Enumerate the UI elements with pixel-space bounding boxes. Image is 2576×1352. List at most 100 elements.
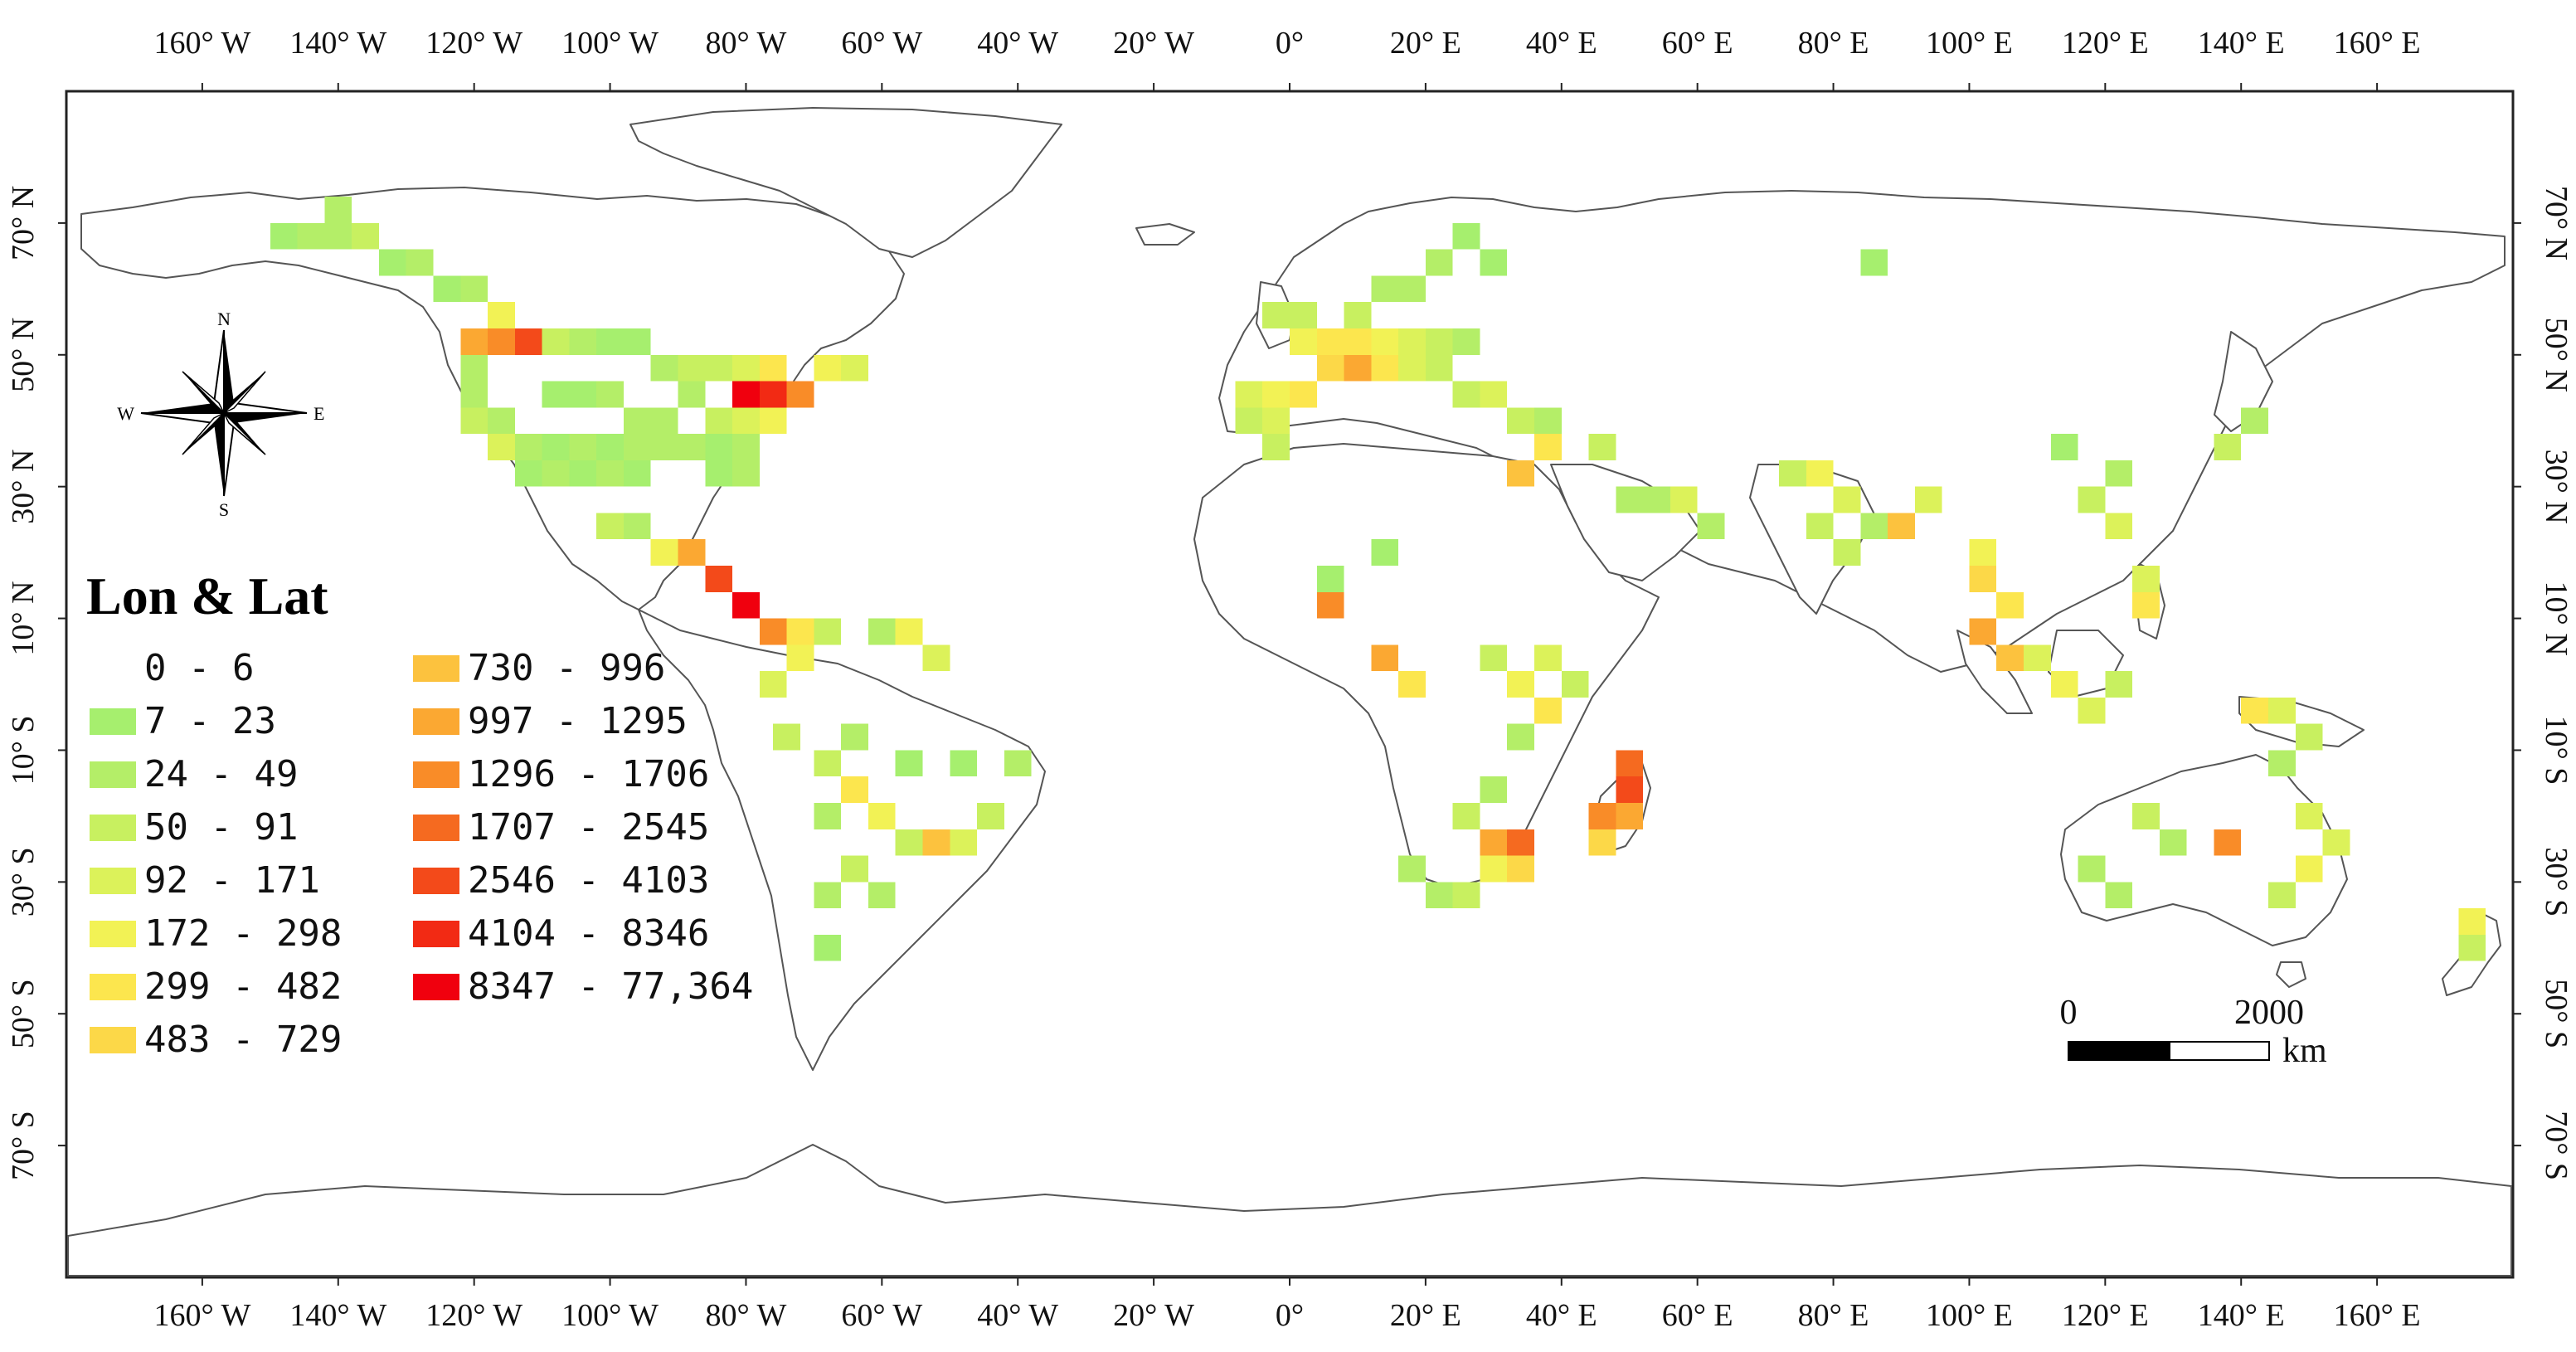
x-tick-label: 60° W xyxy=(841,26,922,61)
x-tick-label: 160° E xyxy=(2334,26,2421,61)
grid-cell xyxy=(1507,829,1534,856)
grid-cell xyxy=(922,829,950,856)
grid-cell xyxy=(2024,644,2051,672)
grid-cell xyxy=(1480,776,1508,803)
grid-cell xyxy=(1344,328,1372,355)
grid-cell xyxy=(2295,723,2323,751)
legend-swatch xyxy=(90,655,136,682)
grid-cell xyxy=(786,618,814,645)
grid-cell xyxy=(1670,486,1698,513)
grid-cell xyxy=(324,197,352,223)
grid-cell xyxy=(786,644,814,672)
scale-bar: 0 2000 km xyxy=(2060,994,2328,1070)
y-tick-label: 10° N xyxy=(6,581,41,655)
grid-cell xyxy=(460,354,488,382)
grid-cell xyxy=(1398,275,1426,303)
grid-cell xyxy=(2105,882,2133,909)
grid-cell xyxy=(542,381,570,408)
grid-cell xyxy=(488,302,515,328)
grid-cell xyxy=(814,882,842,909)
grid-cell xyxy=(1480,829,1508,856)
x-tick-label: 20° W xyxy=(1113,26,1194,61)
sumatra-outline xyxy=(1956,630,2033,714)
grid-cell xyxy=(324,222,352,250)
tasmania-outline xyxy=(2276,961,2306,988)
grid-cell xyxy=(596,434,624,460)
grid-cell xyxy=(1534,697,1562,724)
x-tick-label: 140° E xyxy=(2198,26,2285,61)
x-tick-label: 60° E xyxy=(1662,26,1733,61)
grid-cell xyxy=(1588,434,1616,460)
grid-cell xyxy=(759,381,787,408)
legend-swatch xyxy=(90,761,136,788)
antarctica-outline xyxy=(67,1144,2512,1277)
grid-cell xyxy=(1806,460,1834,487)
x-tick-label: 80° W xyxy=(705,1298,786,1333)
grid-cell xyxy=(542,460,570,487)
x-tick-label: 100° E xyxy=(1926,1298,2013,1333)
grid-cell xyxy=(1371,328,1399,355)
grid-cell xyxy=(2159,829,2187,856)
grid-cell xyxy=(1316,328,1344,355)
grid-cell xyxy=(2268,750,2296,777)
legend: Lon & Lat 0 - 6 7 - 23 24 - 49 50 - 91 92 - … xyxy=(86,567,753,1061)
legend-label: 8347 - 77,364 xyxy=(468,965,753,1008)
grid-cell xyxy=(297,222,325,250)
grid-cell xyxy=(1833,486,1861,513)
y-tick-label: 50° N xyxy=(6,318,41,392)
grid-cell xyxy=(1507,407,1534,435)
grid-cell xyxy=(1371,644,1399,672)
grid-cell xyxy=(542,434,570,460)
grid-cell xyxy=(2132,566,2160,592)
south-america-outline xyxy=(638,609,1046,1071)
grid-cell xyxy=(488,434,515,460)
grid-cell xyxy=(569,381,597,408)
scale-end: 2000 xyxy=(2234,994,2304,1032)
grid-cell xyxy=(1290,302,1317,328)
grid-cell xyxy=(2105,513,2133,540)
scale-bar-white xyxy=(2169,1041,2270,1061)
grid-cell xyxy=(378,249,406,276)
grid-cell xyxy=(732,434,760,460)
grid-cell xyxy=(950,750,978,777)
grid-cell xyxy=(1507,723,1534,751)
grid-cell xyxy=(623,407,651,435)
legend-label: 1296 - 1706 xyxy=(468,753,709,795)
grid-cell xyxy=(1425,249,1453,276)
grid-cell xyxy=(1996,591,2024,619)
grid-cell xyxy=(623,434,651,460)
grid-cell xyxy=(1425,328,1453,355)
grid-cell xyxy=(814,750,842,777)
y-tick-label: 70° S xyxy=(2539,1111,2574,1180)
grid-cell xyxy=(1371,275,1399,303)
x-tick-label: 20° E xyxy=(1390,1298,1461,1333)
grid-cell xyxy=(732,381,760,408)
grid-cell xyxy=(705,434,733,460)
compass-w: W xyxy=(117,403,134,424)
grid-cell xyxy=(1344,354,1372,382)
y-tick-label: 70° N xyxy=(2539,186,2574,260)
legend-swatch xyxy=(413,868,459,894)
legend-label: 7 - 23 xyxy=(144,700,276,742)
grid-cell xyxy=(814,934,842,961)
grid-cell xyxy=(352,222,379,250)
iceland-outline xyxy=(1135,223,1195,246)
grid-cell xyxy=(1262,407,1290,435)
y-tick-label: 10° S xyxy=(2539,716,2574,785)
legend-swatch xyxy=(413,655,459,682)
legend-label: 0 - 6 xyxy=(144,647,254,689)
grid-cell xyxy=(895,618,923,645)
north-america-outline xyxy=(80,187,905,610)
grid-cell xyxy=(895,829,923,856)
grid-cell xyxy=(678,434,706,460)
grid-cell xyxy=(2241,697,2268,724)
grid-cell xyxy=(2458,934,2486,961)
y-tick-label: 10° N xyxy=(2539,581,2574,655)
grid-cell xyxy=(2078,855,2106,883)
grid-cell xyxy=(1833,539,1861,566)
legend-label: 172 - 298 xyxy=(144,912,342,955)
grid-cell xyxy=(732,354,760,382)
x-tick-label: 80° E xyxy=(1798,1298,1869,1333)
legend-label: 730 - 996 xyxy=(468,647,665,689)
legend-swatch xyxy=(413,921,459,947)
